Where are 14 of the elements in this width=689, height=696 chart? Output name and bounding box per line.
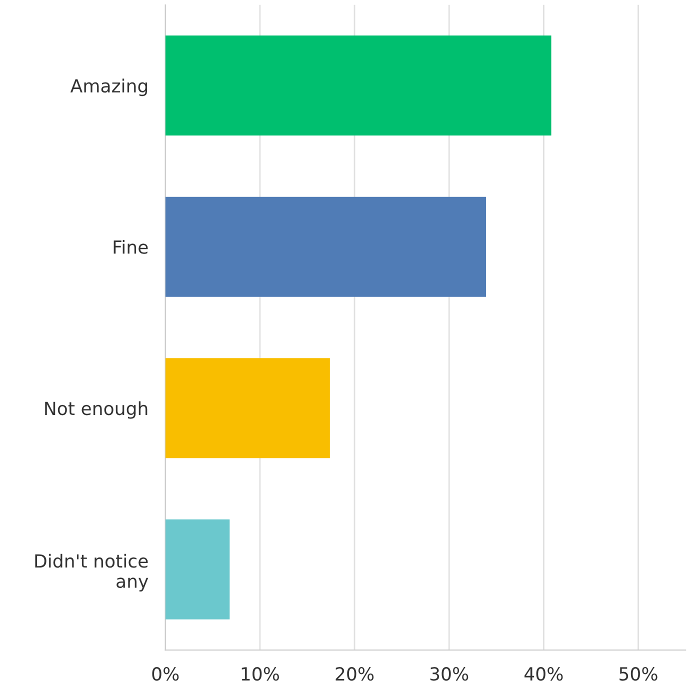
y-tick-label: Fine	[114, 240, 148, 254]
x-tick-label: 20%	[336, 667, 374, 681]
x-tick-label: 30%	[430, 667, 468, 681]
x-tick-label: 0%	[152, 667, 179, 681]
x-tick-label: 50%	[620, 667, 658, 681]
bar	[165, 196, 486, 297]
x-tick-label: 40%	[524, 667, 563, 681]
bar	[165, 358, 330, 458]
bar	[165, 519, 230, 620]
y-tick-label: Didn't notice any	[35, 554, 148, 592]
x-tick-label: 10%	[242, 667, 280, 681]
bar	[165, 36, 552, 136]
y-tick-label: Amazing	[70, 78, 148, 96]
y-tick-label: Not enough	[45, 401, 148, 419]
